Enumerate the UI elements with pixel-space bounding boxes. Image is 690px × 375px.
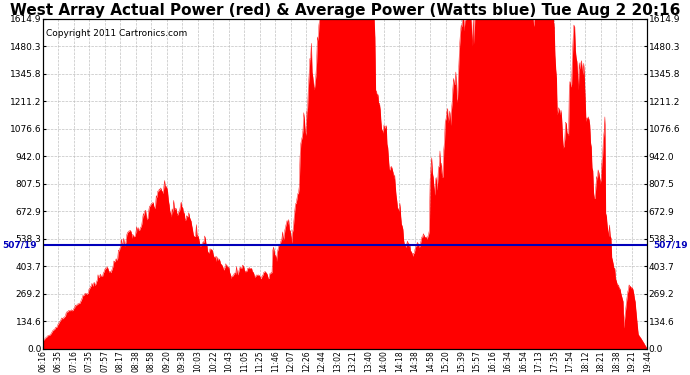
Text: 507/19: 507/19 — [2, 241, 37, 250]
Text: Copyright 2011 Cartronics.com: Copyright 2011 Cartronics.com — [46, 29, 187, 38]
Text: 507/19: 507/19 — [653, 241, 688, 250]
Title: West Array Actual Power (red) & Average Power (Watts blue) Tue Aug 2 20:16: West Array Actual Power (red) & Average … — [10, 3, 680, 18]
